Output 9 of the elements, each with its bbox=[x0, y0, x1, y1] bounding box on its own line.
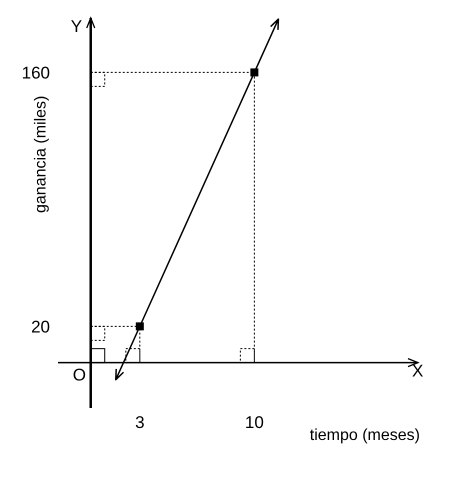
y-tick-label: 160 bbox=[22, 63, 50, 82]
x-tick-label: 10 bbox=[244, 413, 264, 432]
annotation: X bbox=[412, 362, 424, 381]
x-axis-title: tiempo (meses) bbox=[310, 427, 420, 444]
annotation: Y bbox=[70, 17, 82, 36]
y-axis-title: ganancia (miles) bbox=[32, 96, 50, 213]
y-tick-label: 20 bbox=[31, 317, 50, 336]
x-tick-label: 3 bbox=[135, 413, 145, 432]
annotation: O bbox=[72, 366, 86, 385]
